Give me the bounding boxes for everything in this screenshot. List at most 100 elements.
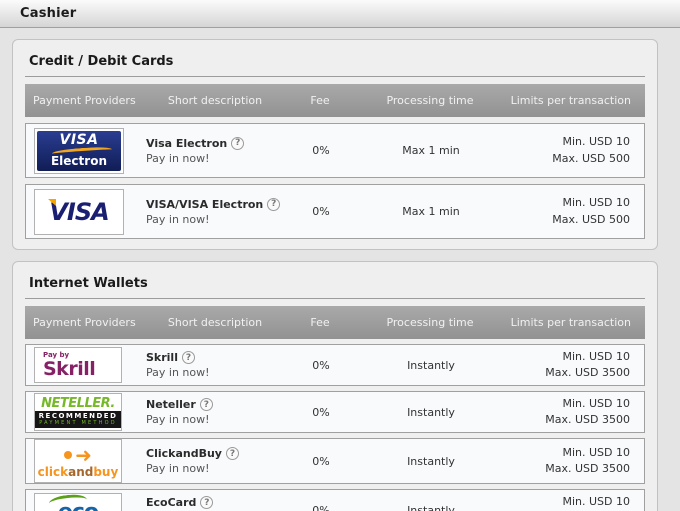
neteller-badge-line2: PAYMENT METHOD xyxy=(39,420,117,426)
processing-time-value: Max 1 min xyxy=(402,205,460,218)
description-cell: Skrill ? Pay in now! xyxy=(146,351,286,379)
limit-max: Max. USD 3500 xyxy=(545,413,630,426)
processing-time-value: Instantly xyxy=(407,358,455,372)
help-icon[interactable]: ? xyxy=(267,197,281,211)
limits-cell: Min. USD 10 Max. USD 3500 xyxy=(506,396,644,429)
col-header-limits: Limits per transaction xyxy=(510,94,631,107)
pay-in-now-link[interactable]: Pay in now! xyxy=(146,462,210,475)
help-icon[interactable]: ? xyxy=(199,398,213,411)
skrill-logo[interactable]: Pay by Skrill xyxy=(34,347,122,383)
visa-logo-text: VISA xyxy=(49,197,109,226)
clickandbuy-dot-icon xyxy=(64,450,73,459)
help-icon[interactable]: ? xyxy=(181,351,195,364)
provider-logo-cell: ➜ clickandbuy xyxy=(26,439,146,483)
visa-logo[interactable]: VISA xyxy=(34,188,124,235)
limits-cell: Min. USD 10 Max. USD 500 xyxy=(506,134,644,167)
help-icon[interactable]: ? xyxy=(200,496,214,509)
page-header: Cashier xyxy=(0,0,680,28)
visa-electron-logo-text-top: VISA xyxy=(59,132,99,148)
limit-max: Max. USD 3500 xyxy=(545,366,630,379)
table-row: eco EcoCard ? Pay in now! 0% Instantly M… xyxy=(25,489,645,511)
limit-min: Min. USD 10 xyxy=(562,396,630,410)
neteller-logo[interactable]: NETELLER. RECOMMENDED PAYMENT METHOD xyxy=(34,393,122,431)
clickandbuy-text-buy: buy xyxy=(93,464,119,479)
visa-orange-wedge-icon xyxy=(48,198,56,206)
col-header-fee: Fee xyxy=(310,316,330,329)
ecocard-logo[interactable]: eco xyxy=(34,493,122,511)
processing-time-value: Instantly xyxy=(407,454,455,468)
table-row: VISA VISA/VISA Electron ? Pay in now! 0%… xyxy=(25,184,645,239)
section-title: Internet Wallets xyxy=(25,272,645,299)
description-cell: Visa Electron ? Pay in now! xyxy=(146,136,286,165)
limit-min: Min. USD 10 xyxy=(562,445,630,459)
provider-name: ClickandBuy xyxy=(146,447,222,460)
provider-logo-cell: NETELLER. RECOMMENDED PAYMENT METHOD xyxy=(26,393,146,431)
processing-time-value: Instantly xyxy=(407,503,455,511)
fee-value: 0% xyxy=(312,405,330,419)
fee-value: 0% xyxy=(312,454,330,468)
limits-cell: Min. USD 10 Max. USD 3500 xyxy=(506,445,644,478)
limit-min: Min. USD 10 xyxy=(562,494,630,508)
visa-electron-logo[interactable]: VISA Electron xyxy=(34,127,124,174)
section-credit-debit-cards: Credit / Debit Cards Payment Providers S… xyxy=(12,39,658,250)
table-row: ➜ clickandbuy ClickandBuy ? Pay in now! … xyxy=(25,438,645,484)
skrill-logo-text: Skrill xyxy=(43,358,96,380)
col-header-limits: Limits per transaction xyxy=(510,316,631,329)
clickandbuy-logo-text: clickandbuy xyxy=(37,464,119,479)
provider-logo-cell: VISA Electron xyxy=(26,127,146,174)
provider-logo-cell: eco xyxy=(26,493,146,511)
fee-value: 0% xyxy=(312,144,330,157)
provider-name: Skrill xyxy=(146,351,178,364)
limit-min: Min. USD 10 xyxy=(562,349,630,363)
pay-in-now-link[interactable]: Pay in now! xyxy=(146,366,210,379)
provider-logo-cell: Pay by Skrill xyxy=(26,347,146,383)
fee-value: 0% xyxy=(312,503,330,511)
section-internet-wallets: Internet Wallets Payment Providers Short… xyxy=(12,261,658,511)
processing-time-value: Max 1 min xyxy=(402,144,460,157)
limits-cell: Min. USD 10 Max. USD 3500 xyxy=(506,494,644,511)
limit-max: Max. USD 3500 xyxy=(545,462,630,475)
provider-name: EcoCard xyxy=(146,496,197,509)
section-title: Credit / Debit Cards xyxy=(25,50,645,77)
clickandbuy-text-click: click xyxy=(37,464,69,479)
table-header: Payment Providers Short description Fee … xyxy=(25,306,645,339)
pay-in-now-link[interactable]: Pay in now! xyxy=(146,151,210,165)
clickandbuy-arrow-glyph: ➜ xyxy=(75,442,92,467)
visa-electron-logo-text-bottom: Electron xyxy=(50,154,107,168)
clickandbuy-logo[interactable]: ➜ clickandbuy xyxy=(34,439,122,483)
limit-max: Max. USD 500 xyxy=(552,212,630,226)
col-header-short-description: Short description xyxy=(167,316,263,329)
description-cell: VISA/VISA Electron ? Pay in now! xyxy=(146,197,286,226)
skrill-logo-payby-text: Pay by xyxy=(43,351,70,359)
description-cell: Neteller ? Pay in now! xyxy=(146,398,286,426)
neteller-logo-text: NETELLER. xyxy=(41,396,115,411)
col-header-payment-providers: Payment Providers xyxy=(33,316,136,329)
fee-value: 0% xyxy=(312,358,330,372)
provider-name: VISA/VISA Electron xyxy=(146,197,264,211)
col-header-processing-time: Processing time xyxy=(386,94,474,107)
pay-in-now-link[interactable]: Pay in now! xyxy=(146,413,210,426)
clickandbuy-arrow-icon: ➜ xyxy=(64,444,92,466)
processing-time-value: Instantly xyxy=(407,405,455,419)
col-header-short-description: Short description xyxy=(167,94,263,107)
provider-name: Visa Electron xyxy=(146,136,228,150)
table-row: VISA Electron Visa Electron ? Pay in now… xyxy=(25,123,645,178)
pay-in-now-link[interactable]: Pay in now! xyxy=(146,212,210,226)
page-title: Cashier xyxy=(20,6,77,21)
col-header-payment-providers: Payment Providers xyxy=(33,94,136,107)
limits-cell: Min. USD 10 Max. USD 500 xyxy=(506,195,644,228)
provider-logo-cell: VISA xyxy=(26,188,146,235)
col-header-fee: Fee xyxy=(310,94,330,107)
neteller-recommended-badge: RECOMMENDED PAYMENT METHOD xyxy=(35,411,121,428)
table-row: NETELLER. RECOMMENDED PAYMENT METHOD Net… xyxy=(25,391,645,433)
limits-cell: Min. USD 10 Max. USD 3500 xyxy=(506,349,644,382)
limit-min: Min. USD 10 xyxy=(562,196,630,209)
limit-max: Max. USD 500 xyxy=(552,151,630,165)
clickandbuy-text-and: and xyxy=(68,464,94,479)
description-cell: EcoCard ? Pay in now! xyxy=(146,496,286,511)
table-header: Payment Providers Short description Fee … xyxy=(25,84,645,117)
help-icon[interactable]: ? xyxy=(225,447,239,460)
limit-min: Min. USD 10 xyxy=(562,135,630,148)
help-icon[interactable]: ? xyxy=(231,136,245,150)
table-row: Pay by Skrill Skrill ? Pay in now! 0% In… xyxy=(25,344,645,386)
